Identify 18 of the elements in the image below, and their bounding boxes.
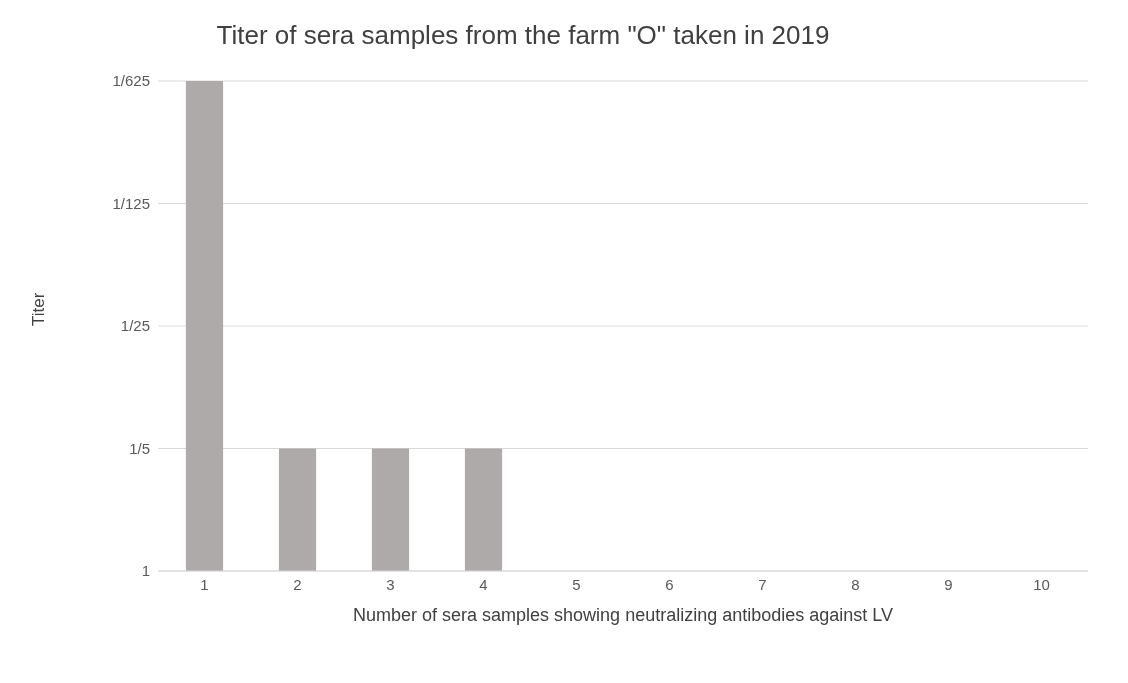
x-tick-label: 4 — [479, 575, 488, 593]
x-tick-label: 7 — [758, 575, 767, 593]
x-tick-label: 2 — [293, 575, 302, 593]
y-tick-label: 1 — [141, 562, 150, 580]
y-tick-label: 1/625 — [112, 72, 150, 90]
chart-title: Titer of sera samples from the farm "O" taken in 2019 — [215, 20, 831, 51]
x-tick-label: 1 — [200, 575, 209, 593]
y-axis-title: Titer — [29, 292, 49, 326]
x-tick-label: 6 — [665, 575, 674, 593]
x-tick-label: 8 — [851, 575, 860, 593]
x-axis-title: Number of sera samples showing neutralizing antibodies against LV — [353, 605, 893, 625]
y-tick-label: 1/125 — [112, 194, 150, 212]
y-tick-label: 1/5 — [129, 439, 150, 457]
x-tick-label: 10 — [1033, 575, 1050, 593]
x-tick-label: 5 — [572, 575, 581, 593]
y-tick-label: 1/25 — [120, 317, 150, 335]
x-tick-label: 3 — [386, 575, 395, 593]
x-tick-label: 9 — [944, 575, 953, 593]
